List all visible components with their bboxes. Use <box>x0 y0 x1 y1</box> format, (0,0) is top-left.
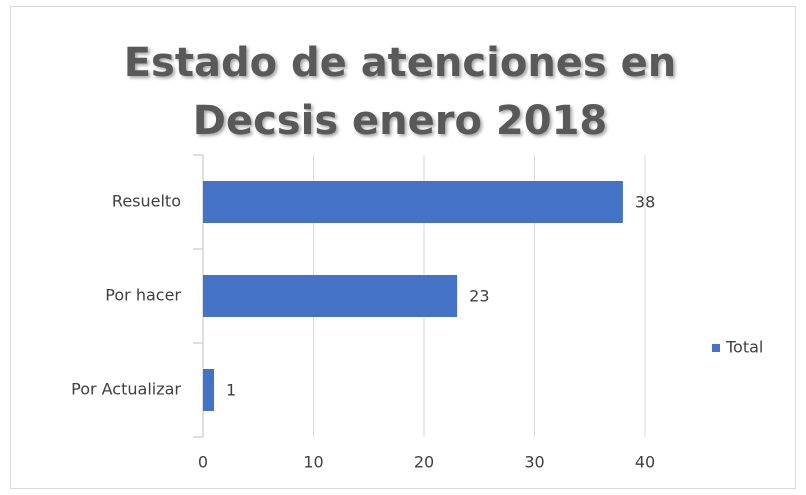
data-label: 1 <box>226 381 236 400</box>
x-tick-label: 20 <box>414 453 434 472</box>
legend-label: Total <box>725 338 763 357</box>
bar <box>203 181 623 223</box>
data-label: 38 <box>635 193 655 212</box>
legend-swatch <box>712 344 720 352</box>
chart-title: Estado de atenciones en Decsis enero 201… <box>123 40 677 144</box>
y-tick-label: Por hacer <box>105 286 181 305</box>
x-tick-label: 10 <box>303 453 323 472</box>
x-tick-label: 0 <box>198 453 208 472</box>
bar <box>203 369 215 411</box>
chart-border <box>10 6 796 489</box>
y-tick-label: Resuelto <box>112 192 181 211</box>
bar <box>203 275 458 317</box>
x-tick-label: 30 <box>524 453 544 472</box>
y-tick-label: Por Actualizar <box>71 380 181 399</box>
data-label: 23 <box>469 287 489 306</box>
x-tick-label: 40 <box>635 453 655 472</box>
